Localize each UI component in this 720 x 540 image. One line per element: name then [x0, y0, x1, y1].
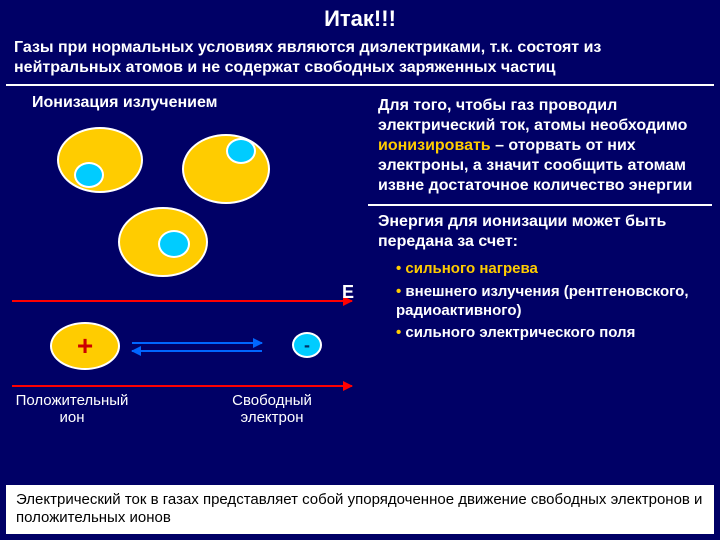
positive-ion: +	[50, 322, 120, 370]
free-electron: -	[292, 332, 322, 358]
divider	[6, 84, 714, 86]
bullet-heat: • сильного нагрева	[396, 258, 698, 281]
bullet-icon: •	[396, 324, 405, 341]
ionization-diagram: +-EПоложительный ионСвободный электрон	[12, 282, 362, 432]
bullet-text: внешнего излучения (рентгеновского, ради…	[396, 283, 689, 319]
right-column: Для того, чтобы газ проводил электрическ…	[362, 94, 708, 432]
positive-ion-label: Положительный ион	[2, 392, 142, 427]
field-arrow	[12, 385, 352, 387]
free-electron-label: Свободный электрон	[212, 392, 332, 427]
bullet-radiation: • внешнего излучения (рентгеновского, ра…	[396, 281, 698, 323]
bullet-text: сильного электрического поля	[405, 324, 635, 341]
left-column: Ионизация излучением +-EПоложительный ио…	[12, 94, 362, 432]
bullet-text: сильного нагрева	[405, 260, 537, 277]
field-arrow	[12, 300, 352, 302]
page-title: Итак!!!	[0, 0, 720, 36]
electron-shape	[226, 138, 256, 164]
main-row: Ионизация излучением + - E Положительный ио…	[0, 88, 720, 432]
field-arrow	[132, 342, 262, 344]
atom-shape	[182, 134, 270, 204]
paragraph-energy: Энергия для ионизации может быть передан…	[372, 210, 708, 256]
para1-pre: Для того, чтобы газ проводил электрическ…	[378, 97, 687, 134]
divider	[368, 204, 712, 206]
bullet-list: • сильного нагрева • внешнего излучения …	[372, 256, 708, 347]
bullet-icon: •	[396, 260, 405, 277]
electron-shape	[158, 230, 190, 258]
atoms-diagram	[12, 112, 352, 282]
paragraph-ionize: Для того, чтобы газ проводил электрическ…	[372, 94, 708, 200]
electron-shape	[74, 162, 104, 188]
e-field-label: E	[342, 282, 354, 303]
footer-text: Электрический ток в газах представляет с…	[6, 485, 714, 535]
bullet-icon: •	[396, 283, 405, 300]
bullet-field: • сильного электрического поля	[396, 322, 698, 345]
ionize-highlight: ионизировать	[378, 137, 491, 154]
intro-text: Газы при нормальных условиях являются ди…	[0, 36, 720, 82]
section-title: Ионизация излучением	[12, 94, 362, 112]
field-arrow	[132, 350, 262, 352]
